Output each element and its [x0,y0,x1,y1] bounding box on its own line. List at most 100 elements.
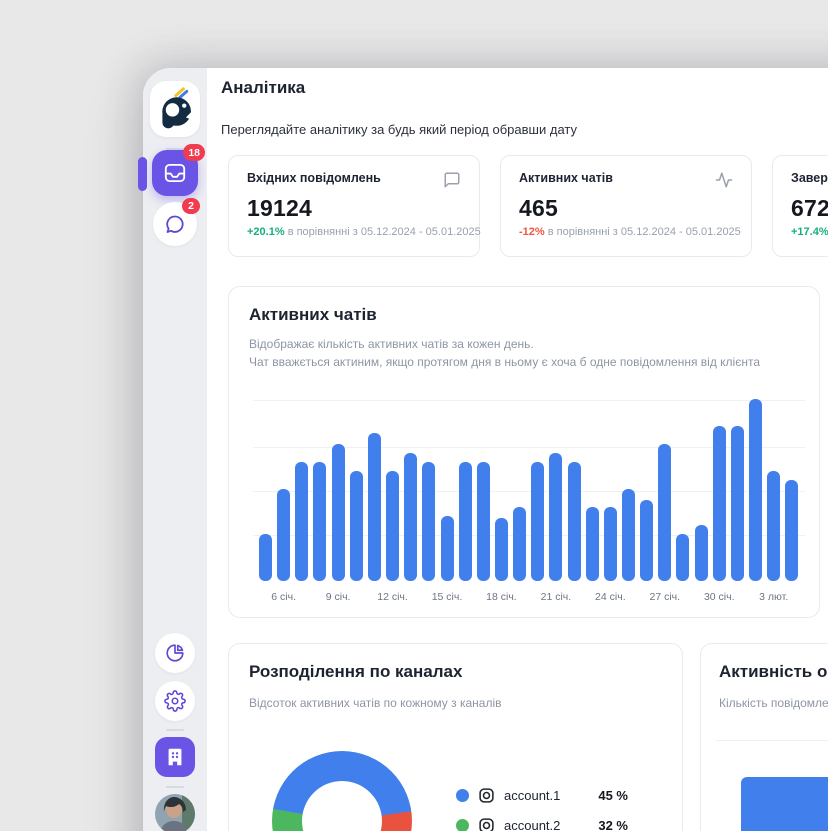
chart-gridline [253,447,805,448]
chart-bar[interactable] [295,462,309,581]
chart-gridline [253,400,805,401]
x-axis-tick-label: 18 січ. [486,591,517,603]
legend-percent-value: 45 % [598,788,628,803]
x-axis-tick-label: 30 січ. [703,591,735,603]
chart-bar[interactable] [585,507,599,581]
chart-description-line2: Чат вважється актиним, якщо протягом дня… [249,355,761,369]
stat-card-period: -12% в порівнянні з 05.12.2024 - 05.01.2… [519,226,741,238]
stat-card-value: 465 [519,195,558,221]
stat-card-period-text: в порівнянні з 05.12.2024 - 05.01.2025 [547,226,741,238]
chart-bar[interactable] [259,534,272,581]
gear-icon [164,690,186,712]
chart-title: Активних чатів [249,305,377,324]
channels-legend: account.1 45 % account.2 32 % [456,785,628,831]
parrot-logo-icon [154,85,196,133]
chart-gridline [253,535,805,536]
x-axis-tick-label: 21 січ. [540,591,572,603]
stat-card: Завершених чатів 672 +17.4% в порівнянні з… [772,155,828,257]
sidebar-item-settings[interactable] [155,681,195,721]
operators-card-subtitle: Кількість повідомлень [719,696,828,710]
inbox-icon [162,160,188,186]
channels-card-title: Розподілення по каналах [249,662,463,681]
stat-card-title: Вхідних повідомлень [247,171,381,185]
sidebar: 18 2 [138,68,207,831]
message-square-icon [443,171,461,189]
user-avatar[interactable] [155,794,195,831]
instagram-icon [478,817,495,831]
stat-card-delta: -12% [519,226,545,238]
chart-bar[interactable] [476,462,490,581]
channels-donut-chart [272,751,412,831]
chart-bar[interactable] [531,462,545,581]
chart-bar[interactable] [422,462,436,581]
operators-card-title: Активність операторів [719,662,828,681]
active-nav-indicator [138,157,147,191]
chart-bar[interactable] [513,507,527,581]
chart-description-line1: Відображає кількість активних чатів за к… [249,337,534,351]
stat-card-delta: +20.1% [247,226,285,238]
chart-bar[interactable] [440,516,454,581]
sidebar-divider [166,729,184,731]
stat-cards-row: Вхідних повідомлень 19124 +20.1% в порівня… [228,155,828,257]
stat-card-period: +20.1% в порівнянні з 05.12.2024 - 05.01… [247,226,481,238]
chart-bar[interactable] [785,480,799,581]
stat-card-period-text: в порівнянні з 05.12.2024 - 05.01.2025 [287,226,481,238]
building-icon [164,746,186,768]
chart-bar[interactable] [676,534,690,581]
chart-bar[interactable] [640,500,654,581]
sidebar-divider [166,148,184,150]
operators-activity-card: Активність операторів Кількість повідомл… [700,643,828,831]
main-content: Аналітика Переглядайте аналітику за будь… [207,68,828,831]
x-axis-tick-label: 3 лют. [759,591,789,603]
sidebar-item-company[interactable] [155,737,195,777]
active-chats-chart-card: Активних чатів Відображає кількість акти… [228,286,820,618]
chart-bar[interactable] [658,444,672,581]
app-logo-button[interactable] [150,81,200,137]
legend-color-dot [456,789,469,802]
app-window: 18 2 [138,68,828,831]
legend-account-label: account.2 [504,818,561,831]
chart-bar[interactable] [712,426,726,581]
chart-bar[interactable] [386,471,400,581]
chart-bar[interactable] [694,525,708,581]
chart-bar[interactable] [730,426,744,581]
chart-bar[interactable] [404,453,418,581]
chart-bar[interactable] [549,453,563,581]
channels-card-subtitle: Відсоток активних чатів по кожному з кан… [249,696,502,710]
chart-bar[interactable] [349,471,363,581]
chart-bar[interactable] [367,433,381,581]
chart-bar[interactable] [603,507,617,581]
instagram-icon [478,787,495,804]
sidebar-divider [166,786,184,788]
pie-chart-icon [164,642,186,664]
stat-card-period: +17.4% в порівнянні з 05.12.2024 - 05.01… [791,226,828,238]
legend-row: account.1 45 % [456,785,628,806]
stat-card: Вхідних повідомлень 19124 +20.1% в порівня… [228,155,481,257]
operators-bar [741,777,828,831]
chart-bar[interactable] [767,471,781,581]
stat-card-value: 19124 [247,195,312,221]
chart-bar[interactable] [458,462,472,581]
sidebar-item-chats[interactable]: 2 [153,198,200,246]
channels-distribution-card: Розподілення по каналах Відсоток активни… [228,643,683,831]
chart-bar[interactable] [622,489,635,581]
chart-bar[interactable] [494,518,508,581]
chart-bar[interactable] [313,462,327,581]
x-axis-tick-label: 27 січ. [649,591,681,603]
x-axis-tick-label: 15 січ. [431,591,463,603]
stat-card: Активних чатів 465 -12% в порівнянні з 05.… [500,155,752,257]
x-axis-tick-label: 6 січ. [271,591,297,603]
legend-row: account.2 32 % [456,815,628,831]
x-axis-tick-label: 24 січ. [595,591,626,603]
x-axis-tick-label: 12 січ. [377,591,408,603]
chat-bubble-icon [163,212,187,236]
legend-percent-value: 32 % [598,818,628,831]
stat-card-value: 672 [791,195,828,221]
chart-bar[interactable] [749,399,763,581]
chart-bar[interactable] [331,444,345,581]
sidebar-item-analytics[interactable] [155,633,195,673]
page-subtitle: Переглядайте аналітику за будь який пері… [221,122,577,137]
chart-bar[interactable] [567,462,581,581]
chart-bar[interactable] [277,489,291,581]
sidebar-item-inbox[interactable]: 18 [152,144,205,196]
